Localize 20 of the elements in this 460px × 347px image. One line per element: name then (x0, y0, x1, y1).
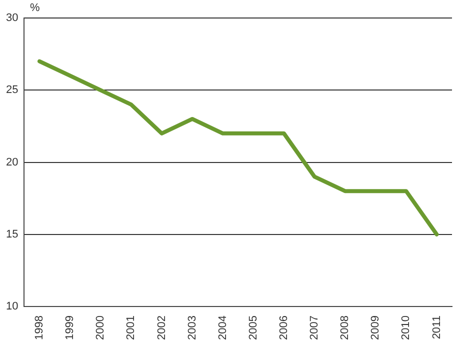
y-tick-label: 20 (6, 156, 18, 168)
x-tick-label: 2010 (400, 316, 412, 340)
y-axis-title: % (30, 2, 40, 14)
x-tick-label: 2004 (216, 316, 229, 340)
y-tick-label: 10 (6, 300, 18, 313)
x-tick-label: 2011 (430, 316, 443, 340)
y-tick-label: 15 (6, 228, 18, 240)
x-tick-label: 1999 (64, 316, 76, 340)
x-tick-label: 2009 (370, 316, 382, 340)
x-tick-label: 2000 (94, 316, 107, 340)
y-tick-label: 30 (6, 12, 18, 24)
x-tick-label: 2003 (186, 316, 198, 340)
x-tick-label: 2002 (156, 316, 168, 340)
x-tick-label: 2006 (278, 316, 290, 340)
y-tick-label: 25 (6, 84, 18, 96)
x-tick-label: 2005 (247, 316, 260, 340)
x-tick-label: 2008 (339, 316, 352, 340)
x-tick-label: 2007 (308, 316, 321, 340)
x-tick-label: 1998 (34, 316, 46, 340)
x-tick-label: 2001 (125, 316, 138, 340)
